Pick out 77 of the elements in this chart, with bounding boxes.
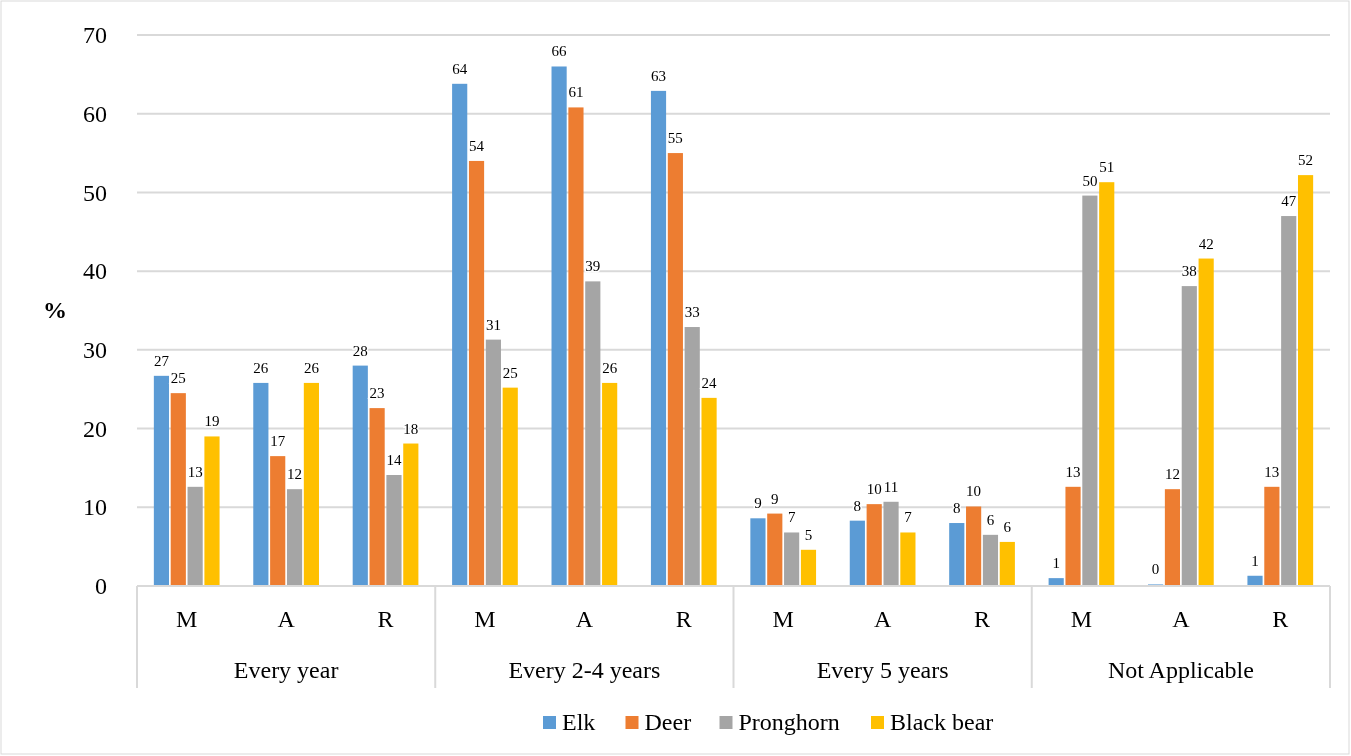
data-label: 8 [853, 497, 862, 514]
data-label: 54 [469, 137, 485, 154]
x-tick-label: R [377, 606, 394, 632]
x-tick-label: M [1070, 606, 1093, 632]
data-label: 18 [403, 420, 419, 437]
data-label: 26 [253, 359, 269, 376]
data-label: 64 [452, 60, 468, 77]
data-label: 38 [1181, 263, 1197, 280]
data-label: 23 [369, 385, 385, 402]
legend-label: Deer [644, 709, 692, 735]
data-label: 6 [1003, 518, 1012, 535]
data-label: 11 [883, 478, 899, 495]
x-tick-label: R [675, 606, 692, 632]
legend-label: Pronghorn [738, 709, 840, 735]
x-tick-label: R [974, 606, 991, 632]
y-tick-label: 0 [95, 573, 107, 600]
text: Not Applicable [1107, 657, 1254, 683]
data-label: 10 [866, 481, 882, 498]
data-label: 47 [1281, 193, 1297, 210]
data-label: 1 [1052, 555, 1060, 572]
data-label: 19 [204, 413, 220, 430]
data-label: 66 [551, 43, 568, 60]
data-label: 13 [187, 463, 203, 480]
y-tick-label: 10 [83, 494, 107, 521]
legend-label: Elk [562, 709, 596, 735]
data-label: 50 [1082, 172, 1098, 189]
legend-label: Black bear [890, 709, 994, 735]
data-label: 13 [1264, 463, 1280, 480]
data-label: 26 [303, 359, 320, 376]
data-label: 25 [170, 370, 186, 387]
data-label: 33 [684, 304, 700, 321]
y-tick-label: 50 [83, 179, 107, 206]
data-label: 14 [386, 452, 402, 469]
text: Every year [233, 657, 339, 683]
data-label: 9 [754, 495, 762, 512]
data-label: 52 [1298, 152, 1314, 169]
y-tick-label: 30 [83, 337, 107, 364]
data-label: 13 [1065, 463, 1081, 480]
y-tick-label: 60 [83, 100, 107, 127]
data-label: 5 [804, 526, 813, 543]
x-tick-label: M [474, 606, 496, 632]
data-label: 39 [585, 258, 601, 275]
x-tick-label: M [176, 606, 198, 632]
x-tick-label: A [575, 606, 594, 632]
data-label: 26 [602, 359, 618, 376]
y-tick-label: 70 [83, 22, 107, 49]
data-label: 25 [502, 364, 518, 381]
data-label: 42 [1198, 235, 1214, 252]
x-tick-label: A [873, 606, 892, 632]
data-label: 31 [485, 316, 501, 333]
data-label: 17 [270, 433, 286, 450]
data-label: 51 [1099, 159, 1115, 176]
data-label: 0 [1151, 561, 1160, 578]
data-label: 12 [1164, 466, 1180, 483]
y-tick-label: 20 [83, 415, 107, 442]
x-tick-label: R [1272, 606, 1289, 632]
data-label: 6 [986, 511, 995, 528]
data-label: 8 [953, 500, 961, 517]
data-label: 63 [651, 67, 667, 84]
data-label: 24 [701, 374, 718, 391]
data-label: 9 [771, 490, 779, 507]
x-tick-label: M [772, 606, 794, 632]
data-label: 7 [904, 509, 913, 526]
data-label: 10 [966, 483, 982, 500]
y-axis-title: % [43, 297, 67, 323]
data-label: 27 [153, 352, 170, 369]
data-label: 7 [787, 509, 796, 526]
data-label: 55 [667, 130, 683, 147]
x-tick-label: A [1172, 606, 1191, 632]
text: Every 5 years [816, 657, 949, 683]
data-label: 12 [287, 466, 303, 483]
data-label: 28 [352, 342, 368, 359]
data-label: 1 [1251, 552, 1259, 569]
text: Every 2-4 years [508, 657, 661, 683]
x-tick-label: A [277, 606, 296, 632]
y-tick-label: 40 [83, 258, 107, 285]
data-label: 61 [568, 84, 584, 101]
